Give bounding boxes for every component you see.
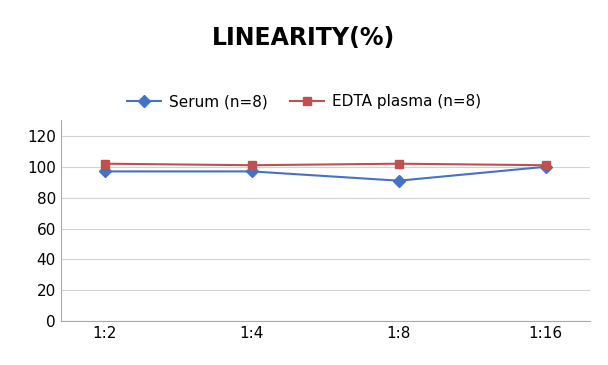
- Line: EDTA plasma (n=8): EDTA plasma (n=8): [101, 160, 550, 169]
- Serum (n=8): [395, 178, 402, 183]
- EDTA plasma (n=8): [542, 163, 550, 168]
- Serum (n=8): [542, 165, 550, 169]
- EDTA plasma (n=8): [395, 161, 402, 166]
- Serum (n=8): [101, 169, 108, 174]
- Legend: Serum (n=8), EDTA plasma (n=8): Serum (n=8), EDTA plasma (n=8): [121, 88, 487, 115]
- Serum (n=8): [248, 169, 255, 174]
- EDTA plasma (n=8): [248, 163, 255, 168]
- EDTA plasma (n=8): [101, 161, 108, 166]
- Text: LINEARITY(%): LINEARITY(%): [212, 26, 396, 50]
- Line: Serum (n=8): Serum (n=8): [101, 163, 550, 185]
